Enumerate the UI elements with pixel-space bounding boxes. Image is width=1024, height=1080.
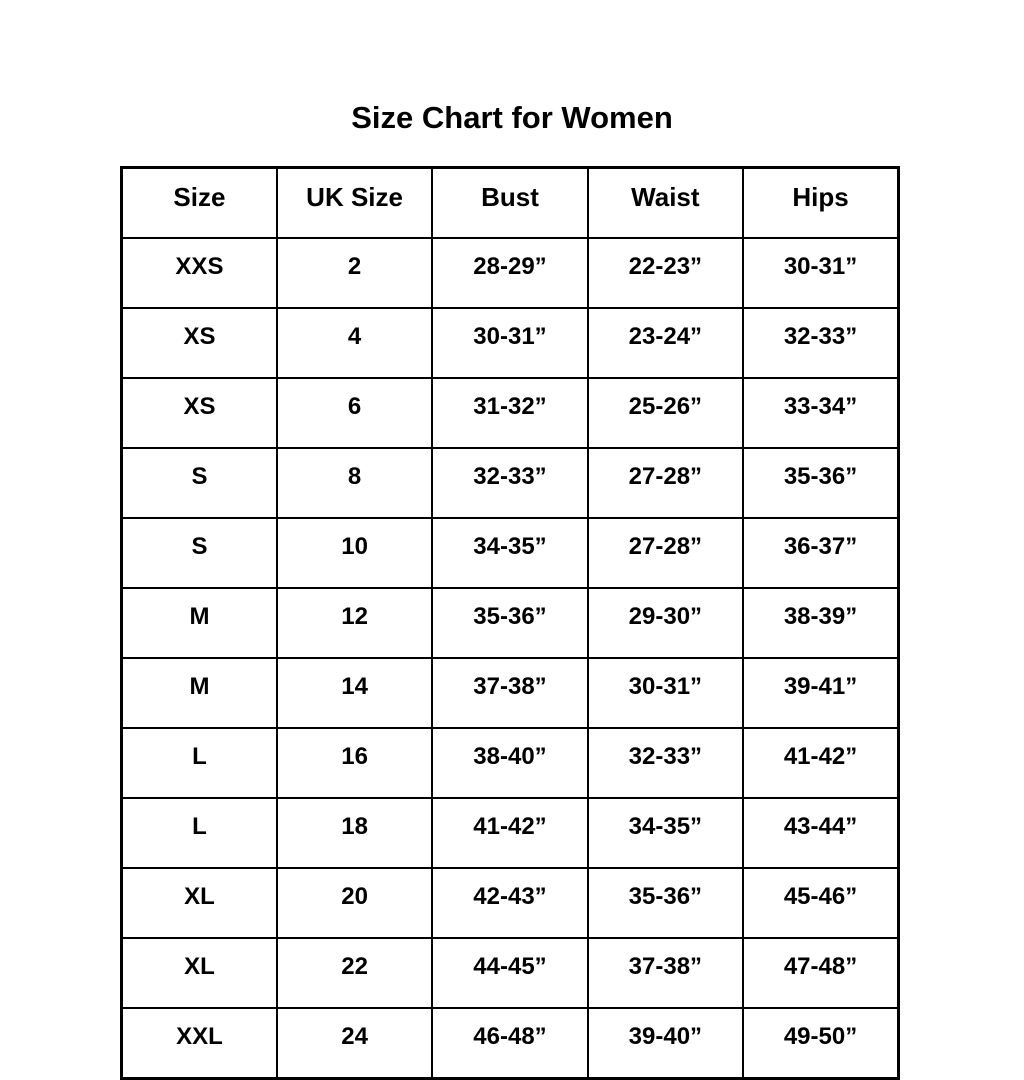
table-cell: 22 [275,937,434,1009]
table-cell: 27-28” [586,517,745,589]
table-cell: 39-41” [742,657,900,729]
table-cell: XL [120,867,278,939]
column-header: Bust [431,166,589,239]
column-header: Waist [586,166,745,239]
table-row: S 8 32-33” 27-28” 35-36” [120,447,900,519]
table-cell: 28-29” [431,237,589,309]
table-cell: M [120,587,278,659]
table-cell: 41-42” [742,727,900,799]
table-cell: 30-31” [586,657,745,729]
table-cell: 43-44” [742,797,900,869]
page-title: Size Chart for Women [351,100,673,135]
table-cell: M [120,657,278,729]
table-cell: XXL [120,1007,278,1080]
table-cell: 4 [275,307,434,379]
table-row: XXS 2 28-29” 22-23” 30-31” [120,237,900,309]
table-cell: 39-40” [586,1007,745,1080]
table-cell: 20 [275,867,434,939]
table-cell: 41-42” [431,797,589,869]
table-cell: 10 [275,517,434,589]
table-row: XL 22 44-45” 37-38” 47-48” [120,937,900,1009]
table-cell: 35-36” [586,867,745,939]
table-cell: L [120,797,278,869]
table-row: M 12 35-36” 29-30” 38-39” [120,587,900,659]
table-cell: 49-50” [742,1007,900,1080]
table-cell: 29-30” [586,587,745,659]
table-row: M 14 37-38” 30-31” 39-41” [120,657,900,729]
table-cell: 31-32” [431,377,589,449]
table-cell: 30-31” [742,237,900,309]
table-cell: 32-33” [431,447,589,519]
table-row: XS 6 31-32” 25-26” 33-34” [120,377,900,449]
table-cell: 45-46” [742,867,900,939]
table-cell: 30-31” [431,307,589,379]
table-cell: L [120,727,278,799]
table-cell: 37-38” [586,937,745,1009]
table-cell: 27-28” [586,447,745,519]
table-cell: S [120,447,278,519]
table-cell: 12 [275,587,434,659]
column-header: Hips [742,166,900,239]
table-cell: 44-45” [431,937,589,1009]
table-cell: 23-24” [586,307,745,379]
header-row: Size UK Size Bust Waist Hips [120,166,900,239]
table-cell: XL [120,937,278,1009]
table-cell: 25-26” [586,377,745,449]
table-cell: 38-40” [431,727,589,799]
table-cell: XXS [120,237,278,309]
table-row: XL 20 42-43” 35-36” 45-46” [120,867,900,939]
table-row: L 18 41-42” 34-35” 43-44” [120,797,900,869]
table-cell: XS [120,307,278,379]
table-cell: 38-39” [742,587,900,659]
column-header: Size [120,166,278,239]
table-row: L 16 38-40” 32-33” 41-42” [120,727,900,799]
table-cell: 46-48” [431,1007,589,1080]
table-cell: 6 [275,377,434,449]
table-cell: 47-48” [742,937,900,1009]
table-row: XXL 24 46-48” 39-40” 49-50” [120,1007,900,1080]
table-body: XXS 2 28-29” 22-23” 30-31” XS 4 30-31” 23-24” 32-… [120,237,900,1080]
size-chart-table: Size UK Size Bust Waist Hips XXS 2 28-29” 22-23… [120,166,900,1080]
column-header: UK Size [275,166,434,239]
table-cell: XS [120,377,278,449]
table-row: XS 4 30-31” 23-24” 32-33” [120,307,900,379]
table-row: S 10 34-35” 27-28” 36-37” [120,517,900,589]
table-cell: S [120,517,278,589]
table-cell: 32-33” [586,727,745,799]
table-cell: 32-33” [742,307,900,379]
table-cell: 35-36” [742,447,900,519]
table-header: Size UK Size Bust Waist Hips [120,166,900,239]
table-cell: 34-35” [586,797,745,869]
table-cell: 42-43” [431,867,589,939]
table-cell: 16 [275,727,434,799]
table-cell: 18 [275,797,434,869]
table-cell: 22-23” [586,237,745,309]
table-cell: 24 [275,1007,434,1080]
table-cell: 35-36” [431,587,589,659]
table-cell: 33-34” [742,377,900,449]
table-cell: 8 [275,447,434,519]
table-cell: 2 [275,237,434,309]
table-cell: 37-38” [431,657,589,729]
table-cell: 34-35” [431,517,589,589]
table-cell: 14 [275,657,434,729]
table-cell: 36-37” [742,517,900,589]
